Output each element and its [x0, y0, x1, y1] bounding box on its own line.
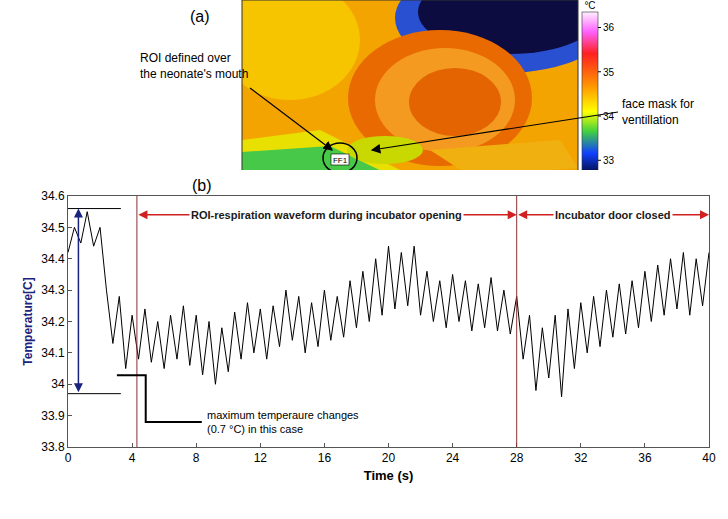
svg-text:ROI-respiration waveform durin: ROI-respiration waveform during incubato… [191, 209, 462, 221]
svg-text:maximum temperaure changes(0.7: maximum temperaure changes(0.7 °C) in th… [207, 409, 359, 435]
svg-text:40: 40 [702, 451, 716, 465]
svg-text:34.1: 34.1 [41, 346, 65, 360]
svg-text:(b): (b) [192, 177, 212, 194]
svg-text:8: 8 [193, 451, 200, 465]
svg-text:20: 20 [382, 451, 396, 465]
svg-text:28: 28 [510, 451, 524, 465]
svg-text:Incubator door closed: Incubator door closed [555, 209, 671, 221]
svg-text:°C: °C [584, 0, 595, 11]
svg-text:Time (s): Time (s) [364, 468, 414, 483]
svg-text:the neonate's mouth: the neonate's mouth [140, 67, 248, 81]
svg-text:34: 34 [51, 377, 65, 391]
svg-text:Temperature[C]: Temperature[C] [21, 277, 35, 365]
svg-text:4: 4 [129, 451, 136, 465]
svg-text:34: 34 [603, 111, 615, 122]
svg-text:33.8: 33.8 [41, 440, 65, 454]
svg-text:34.5: 34.5 [41, 221, 65, 235]
svg-text:(a): (a) [190, 8, 210, 25]
svg-text:0: 0 [65, 451, 72, 465]
svg-text:34.3: 34.3 [41, 283, 65, 297]
svg-text:16: 16 [318, 451, 332, 465]
svg-text:34.6: 34.6 [41, 189, 65, 203]
svg-text:24: 24 [446, 451, 460, 465]
svg-text:34.4: 34.4 [41, 252, 65, 266]
svg-text:36: 36 [603, 22, 615, 33]
svg-text:FF1: FF1 [333, 156, 348, 165]
svg-text:34.2: 34.2 [41, 315, 65, 329]
svg-text:12: 12 [254, 451, 268, 465]
svg-text:35: 35 [603, 67, 615, 78]
svg-text:32: 32 [574, 451, 588, 465]
svg-text:36: 36 [638, 451, 652, 465]
svg-text:face mask for: face mask for [622, 97, 694, 111]
svg-text:33.9: 33.9 [41, 409, 65, 423]
svg-text:33: 33 [603, 155, 615, 166]
svg-text:ROI defined over: ROI defined over [140, 51, 231, 65]
svg-text:ventillation: ventillation [622, 113, 679, 127]
